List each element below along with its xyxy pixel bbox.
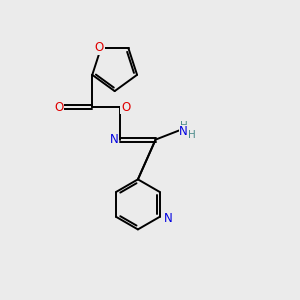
Text: N: N — [164, 212, 172, 225]
Text: N: N — [110, 133, 118, 146]
Text: H: H — [188, 130, 195, 140]
Text: H: H — [180, 121, 188, 131]
Text: O: O — [54, 101, 64, 114]
Text: O: O — [121, 101, 130, 114]
Text: O: O — [95, 41, 104, 54]
Text: N: N — [179, 125, 188, 138]
